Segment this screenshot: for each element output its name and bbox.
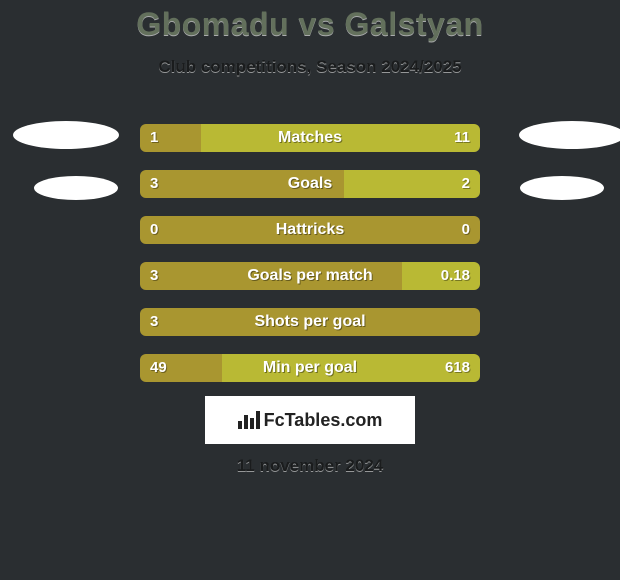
stat-value-right: 11 [444,124,480,152]
stat-bar-left [140,262,402,290]
stat-row: 30.18Goals per match [140,262,480,290]
logo-box: FcTables.com [205,396,415,444]
stat-row: 111Matches [140,124,480,152]
avatar-ellipse [520,176,604,200]
avatar-ellipse [519,121,620,149]
stat-row: 3Shots per goal [140,308,480,336]
stat-bars: 111Matches32Goals00Hattricks30.18Goals p… [140,124,480,400]
stat-bar-left [140,170,344,198]
stat-bar-right [201,124,480,152]
subtitle: Club competitions, Season 2024/2025 [0,57,620,77]
stat-value-right: 0 [452,216,480,244]
stat-value-left: 1 [140,124,168,152]
chart-icon [238,411,260,429]
stat-row: 49618Min per goal [140,354,480,382]
avatar-right [522,118,620,188]
stat-value-left: 49 [140,354,177,382]
stat-value-right: 618 [435,354,480,382]
stat-bar-left [140,308,480,336]
stat-value-left: 0 [140,216,168,244]
stat-bar-left [140,216,480,244]
stat-row: 32Goals [140,170,480,198]
date-text: 11 november 2024 [0,456,620,476]
stat-value-left: 3 [140,262,168,290]
logo-text: FcTables.com [264,410,383,430]
stat-value-left: 3 [140,170,168,198]
page-title: Gbomadu vs Galstyan [0,0,620,43]
avatar-ellipse [34,176,118,200]
stat-row: 00Hattricks [140,216,480,244]
comparison-infographic: Gbomadu vs Galstyan Club competitions, S… [0,0,620,580]
stat-value-right: 0.18 [431,262,480,290]
stat-value-right: 2 [452,170,480,198]
avatar-ellipse [13,121,119,149]
avatar-left [6,118,116,188]
stat-value-left: 3 [140,308,168,336]
